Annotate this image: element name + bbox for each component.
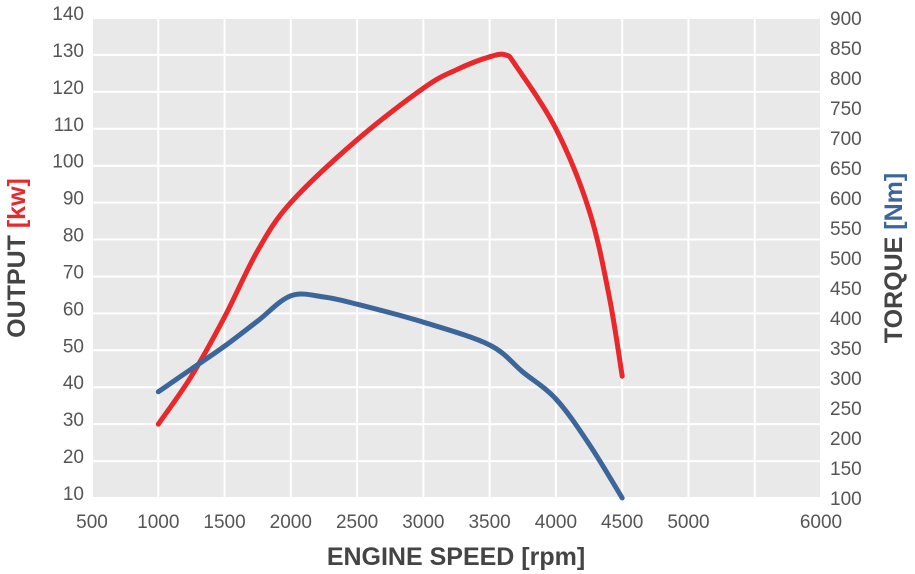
right-y-tick-label: 850 — [830, 39, 862, 60]
right-y-tick-labels: 100 150 200 250 300 350 400 450 500 550 600 650 700 7… — [830, 9, 862, 510]
left-y-tick-label: 110 — [54, 115, 84, 136]
left-y-tick-label: 50 — [63, 336, 84, 357]
right-y-tick-label: 250 — [830, 399, 862, 420]
left-y-tick-labels: 10 20 30 40 50 60 70 80 90 100 110 120 130 140 — [52, 4, 84, 505]
x-tick-label: 2000 — [270, 512, 312, 533]
x-tick-label: 6000 — [800, 512, 842, 533]
x-tick-label: 1500 — [203, 512, 245, 533]
right-axis-title: TORQUE [Nm] — [880, 173, 908, 343]
x-axis-title: ENGINE SPEED [rpm] — [327, 543, 585, 571]
x-tick-label: 5000 — [667, 512, 709, 533]
right-y-tick-label: 400 — [830, 309, 862, 330]
left-axis-title-unit: [kw] — [3, 178, 31, 228]
right-y-tick-label: 550 — [830, 219, 862, 240]
left-y-tick-label: 40 — [63, 373, 84, 394]
x-tick-labels: 500 1000 1500 2000 2500 3000 3500 4000 4500 5000 6… — [76, 512, 842, 533]
x-tick-label: 500 — [76, 512, 108, 533]
left-y-tick-label: 30 — [63, 410, 84, 431]
right-y-tick-label: 750 — [830, 99, 862, 120]
right-y-tick-label: 900 — [830, 9, 862, 30]
left-y-tick-label: 120 — [52, 78, 84, 99]
right-y-tick-label: 650 — [830, 159, 862, 180]
x-tick-label: 4000 — [535, 512, 577, 533]
right-y-tick-label: 450 — [830, 279, 862, 300]
right-y-tick-label: 300 — [830, 369, 862, 390]
left-y-tick-label: 90 — [63, 189, 84, 210]
left-y-tick-label: 70 — [63, 262, 84, 283]
right-y-tick-label: 200 — [830, 429, 862, 450]
left-y-tick-label: 80 — [63, 226, 84, 247]
grid-lines — [91, 17, 822, 499]
x-tick-label: 3000 — [402, 512, 444, 533]
left-y-tick-label: 140 — [52, 4, 84, 25]
series-lines — [155, 51, 625, 501]
right-y-tick-label: 100 — [830, 489, 862, 510]
right-axis-title-unit: [Nm] — [880, 173, 908, 230]
right-axis-title-text: TORQUE — [880, 230, 908, 343]
left-axis-title: OUTPUT [kw] — [3, 178, 31, 338]
right-y-tick-label: 700 — [830, 129, 862, 150]
x-tick-label: 4500 — [601, 512, 643, 533]
output-series-line — [155, 51, 625, 427]
torque-series-line — [155, 291, 625, 501]
x-tick-label: 3500 — [468, 512, 510, 533]
left-y-tick-label: 100 — [52, 152, 84, 173]
plot-area — [92, 18, 821, 498]
right-y-tick-label: 800 — [830, 69, 862, 90]
right-y-tick-label: 500 — [830, 249, 862, 270]
right-y-tick-label: 350 — [830, 339, 862, 360]
left-y-tick-label: 60 — [63, 299, 84, 320]
left-y-tick-label: 20 — [63, 447, 84, 468]
right-y-tick-label: 150 — [830, 459, 862, 480]
left-axis-title-text: OUTPUT — [3, 228, 31, 338]
x-tick-label: 1000 — [137, 512, 179, 533]
left-y-tick-label: 130 — [52, 41, 84, 62]
right-y-tick-label: 600 — [830, 189, 862, 210]
left-y-tick-label: 10 — [63, 484, 84, 505]
x-tick-label: 2500 — [336, 512, 378, 533]
